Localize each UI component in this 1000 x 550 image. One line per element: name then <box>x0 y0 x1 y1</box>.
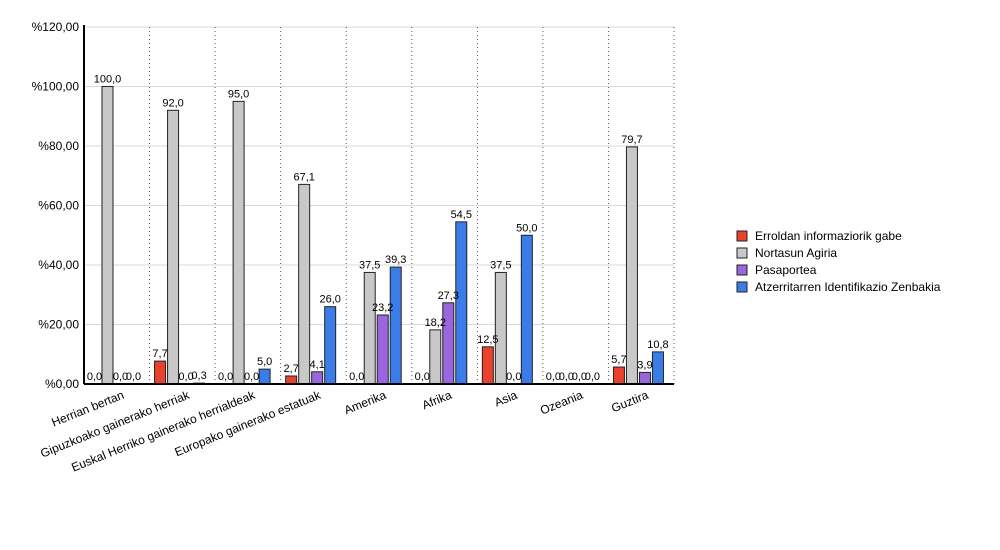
y-tick-label: %20,00 <box>38 318 79 332</box>
legend-label: Pasaportea <box>755 263 817 277</box>
data-label: 3,9 <box>637 359 652 371</box>
y-axis: %0,00 %20,00 %40,00 %60,00 %80,00 %100,00 %120… <box>32 20 80 391</box>
data-label: 0,0 <box>572 371 587 383</box>
data-label: 0,0 <box>546 371 561 383</box>
bar <box>324 306 337 385</box>
bar <box>363 271 376 385</box>
data-label: 0,0 <box>349 371 364 383</box>
data-label: 0,0 <box>585 371 600 383</box>
data-label: 50,0 <box>516 222 537 234</box>
data-label: 79,7 <box>621 134 642 146</box>
bar <box>625 146 638 385</box>
data-label: 0,0 <box>218 371 233 383</box>
bar <box>455 221 468 385</box>
y-tick-label: %60,00 <box>38 199 79 213</box>
legend-swatch <box>736 281 748 293</box>
data-label: 37,5 <box>490 259 511 271</box>
bar <box>651 351 664 385</box>
data-label: 2,7 <box>284 363 299 375</box>
bar <box>285 375 298 385</box>
y-tick-label: %100,00 <box>32 80 80 94</box>
data-label: 7,7 <box>152 348 167 360</box>
y-tick-label: %80,00 <box>38 139 79 153</box>
data-label: 54,5 <box>451 209 472 221</box>
bar <box>612 366 625 385</box>
bar <box>442 302 455 385</box>
legend-swatch <box>736 230 748 242</box>
legend-swatch <box>736 247 748 259</box>
data-label: 37,5 <box>359 259 380 271</box>
legend-label: Nortasun Agiria <box>755 246 837 260</box>
data-label: 0,0 <box>178 371 193 383</box>
bar <box>638 371 651 385</box>
x-tick-label: Guztira <box>609 388 650 416</box>
y-tick-label: %120,00 <box>32 20 80 34</box>
data-label: 0,0 <box>126 371 141 383</box>
bar <box>154 360 167 385</box>
data-label: 5,7 <box>611 354 626 366</box>
bar <box>167 109 180 385</box>
data-label: 0,0 <box>87 371 102 383</box>
data-label: 0,0 <box>559 371 574 383</box>
bar <box>376 314 389 385</box>
data-label: 10,8 <box>647 339 668 351</box>
data-label: 5,0 <box>257 356 272 368</box>
bar <box>298 183 311 385</box>
y-tick-label: %0,00 <box>45 377 79 391</box>
data-label: 0,0 <box>244 371 259 383</box>
x-tick-label: Ozeania <box>538 388 585 418</box>
data-label: 92,0 <box>162 97 183 109</box>
data-label: 0,0 <box>113 371 128 383</box>
data-label: 0,3 <box>191 370 206 382</box>
data-label: 26,0 <box>319 294 340 306</box>
x-tick-label: Amerika <box>342 388 388 418</box>
data-label: 12,5 <box>477 334 498 346</box>
legend-item: Nortasun Agiria <box>736 246 837 260</box>
data-label: 39,3 <box>385 254 406 266</box>
chart-legend: Erroldan informaziorik gabe Nortasun Agir… <box>736 229 941 294</box>
legend-item: Pasaportea <box>736 263 817 277</box>
bar <box>232 100 245 385</box>
legend-item: Erroldan informaziorik gabe <box>736 229 902 243</box>
y-tick-label: %40,00 <box>38 258 79 272</box>
x-tick-label: Afrika <box>420 388 454 413</box>
bar <box>520 234 533 385</box>
bar <box>481 346 494 385</box>
bar <box>429 329 442 385</box>
data-label: 100,0 <box>94 74 122 86</box>
bar <box>101 86 114 385</box>
data-label: 67,1 <box>293 171 314 183</box>
data-label: 0,0 <box>415 371 430 383</box>
legend-item: Atzerritarren Identifikazio Zenbakia <box>736 280 941 294</box>
x-tick-label: Asia <box>492 388 519 410</box>
legend-label: Atzerritarren Identifikazio Zenbakia <box>755 280 941 294</box>
chart-grid <box>84 26 675 384</box>
legend-label: Erroldan informaziorik gabe <box>755 229 902 243</box>
chart-bars <box>101 86 664 385</box>
data-label: 95,0 <box>228 88 249 100</box>
data-label: 23,2 <box>372 302 393 314</box>
bar <box>494 271 507 385</box>
bar <box>389 266 402 385</box>
data-label: 27,3 <box>438 290 459 302</box>
bar <box>311 371 324 385</box>
data-label: 4,1 <box>310 359 325 371</box>
bar <box>258 368 271 385</box>
data-label: 0,0 <box>506 371 521 383</box>
legend-swatch <box>736 264 748 276</box>
data-label: 18,2 <box>425 317 446 329</box>
